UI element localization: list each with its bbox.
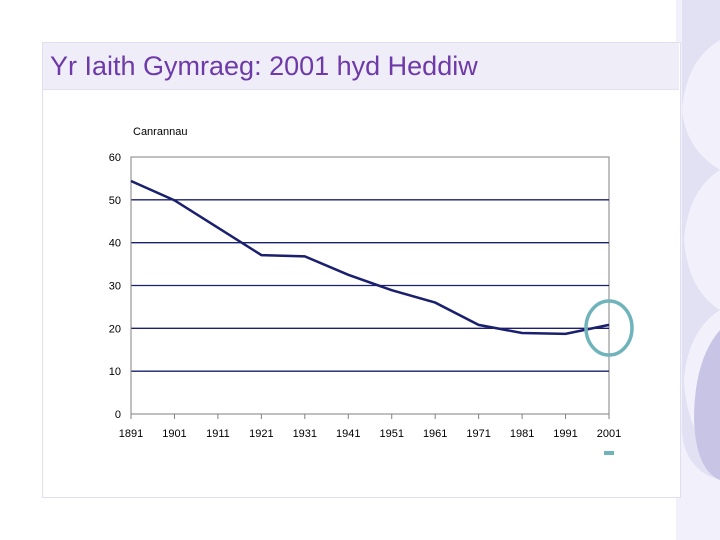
slide-title: Yr Iaith Gymraeg: 2001 hyd Heddiw (50, 51, 478, 81)
x-tick-label: 1921 (249, 428, 273, 440)
highlight-dash-mark (604, 451, 614, 455)
chart-series (130, 179, 610, 336)
x-tick-label: 1891 (119, 428, 143, 440)
x-tick-label: 1901 (162, 428, 186, 440)
y-tick-label: 30 (109, 281, 121, 293)
x-tick-label: 2001 (597, 428, 621, 440)
x-tick-label: 1951 (379, 428, 403, 440)
x-tick-label: 1941 (336, 428, 360, 440)
x-tick-label: 1961 (423, 428, 447, 440)
chart-grid (130, 156, 610, 415)
x-tick-label: 1931 (293, 428, 317, 440)
y-tick-label: 10 (109, 366, 121, 378)
y-tick-labels: 0 10 20 30 40 50 60 (109, 152, 121, 421)
y-axis-label: Canrannau (133, 126, 187, 138)
x-tick-labels: 1891 1901 1911 1921 1931 1941 1951 1961 1971 1981… (119, 414, 621, 440)
x-tick-label: 1991 (553, 428, 577, 440)
decorative-side-panel (676, 0, 720, 540)
title-bar (43, 43, 679, 90)
y-tick-label: 20 (109, 323, 121, 335)
slide-frame (42, 42, 681, 498)
x-tick-label: 1981 (510, 428, 534, 440)
x-tick-label: 1971 (466, 428, 490, 440)
highlight-circle (584, 299, 634, 357)
y-tick-label: 50 (109, 195, 121, 207)
series-line (130, 179, 610, 336)
y-tick-label: 60 (109, 152, 121, 164)
decorative-scallop-shapes (682, 0, 720, 480)
x-tick-label: 1911 (206, 428, 230, 440)
y-tick-label: 0 (115, 409, 121, 421)
y-tick-label: 40 (109, 238, 121, 250)
